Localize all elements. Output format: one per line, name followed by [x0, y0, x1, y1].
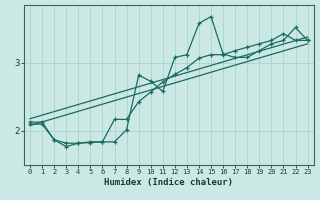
X-axis label: Humidex (Indice chaleur): Humidex (Indice chaleur) [104, 178, 233, 187]
